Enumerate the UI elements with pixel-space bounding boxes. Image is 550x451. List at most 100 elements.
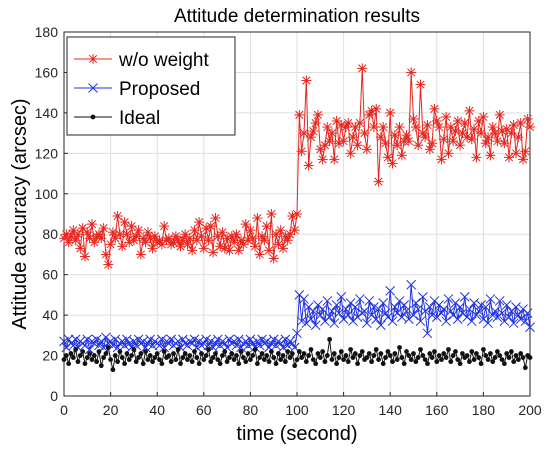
data-point xyxy=(233,245,244,256)
data-point xyxy=(408,310,419,320)
data-point xyxy=(485,294,496,304)
marker-stroke xyxy=(504,153,514,162)
data-point xyxy=(72,229,83,240)
data-point xyxy=(327,306,337,316)
data-point xyxy=(282,359,288,365)
data-point xyxy=(68,351,74,356)
data-point xyxy=(87,351,93,356)
data-point xyxy=(312,109,323,120)
data-point xyxy=(215,357,221,362)
data-point xyxy=(157,357,162,362)
marker-stroke xyxy=(511,149,521,158)
marker-stroke xyxy=(255,250,264,259)
data-point xyxy=(390,302,400,312)
marker-stroke xyxy=(225,246,234,255)
data-point xyxy=(387,158,398,169)
data-point xyxy=(189,225,200,236)
x-tick-label: 180 xyxy=(472,402,496,418)
marker-stroke xyxy=(386,108,395,117)
marker-stroke xyxy=(369,122,378,132)
data-point xyxy=(299,355,305,360)
data-point xyxy=(455,302,465,312)
data-point xyxy=(75,243,86,254)
marker-stroke xyxy=(195,217,204,227)
data-point xyxy=(499,357,505,362)
marker-stroke xyxy=(118,242,127,251)
marker-stroke xyxy=(469,298,479,308)
data-point xyxy=(268,253,279,264)
data-point xyxy=(86,219,97,230)
data-point xyxy=(145,357,151,362)
data-point xyxy=(390,359,395,365)
data-point xyxy=(476,355,482,360)
data-point xyxy=(273,361,279,367)
marker-stroke xyxy=(143,228,152,237)
data-point xyxy=(234,353,239,358)
x-axis-label: time (second) xyxy=(236,423,357,445)
marker-stroke xyxy=(432,116,441,126)
marker-stroke xyxy=(69,226,78,235)
data-point xyxy=(108,357,113,362)
marker-stroke xyxy=(396,312,407,322)
data-point xyxy=(261,357,267,362)
marker-stroke xyxy=(76,244,85,253)
marker-stroke xyxy=(348,133,358,142)
marker-stroke xyxy=(465,106,474,115)
marker-stroke xyxy=(407,68,416,77)
marker-stroke xyxy=(428,139,437,148)
marker-stroke xyxy=(177,334,188,345)
marker-stroke xyxy=(302,76,311,85)
data-point xyxy=(112,353,118,358)
data-point xyxy=(411,351,416,356)
data-point xyxy=(368,122,379,133)
marker-stroke xyxy=(390,302,400,312)
marker-stroke xyxy=(310,320,321,331)
data-point xyxy=(359,349,365,354)
data-point xyxy=(389,130,400,141)
data-point xyxy=(217,227,228,238)
data-point xyxy=(466,134,477,145)
marker-stroke xyxy=(525,122,535,132)
marker-stroke xyxy=(390,131,399,140)
marker-stroke xyxy=(185,234,194,243)
marker-stroke xyxy=(257,334,267,345)
data-point xyxy=(308,347,314,352)
marker-stroke xyxy=(513,310,524,320)
marker-stroke xyxy=(430,104,439,113)
data-point xyxy=(275,351,281,356)
y-tick-label: 180 xyxy=(35,24,59,40)
data-point xyxy=(101,355,107,360)
data-point xyxy=(257,355,263,360)
data-point xyxy=(313,361,319,367)
data-point xyxy=(396,150,407,161)
marker-stroke xyxy=(318,155,327,164)
data-point xyxy=(96,233,107,244)
data-point xyxy=(208,247,219,258)
marker-stroke xyxy=(339,137,348,146)
data-point xyxy=(525,322,535,333)
marker-stroke xyxy=(521,147,530,156)
data-point xyxy=(382,152,393,163)
marker-stroke xyxy=(508,318,519,329)
marker-stroke xyxy=(359,306,370,316)
data-point xyxy=(443,294,454,304)
data-point xyxy=(66,361,72,367)
data-point xyxy=(413,359,419,365)
data-point xyxy=(117,349,123,354)
x-tick-label: 200 xyxy=(518,402,542,418)
data-point xyxy=(299,294,309,304)
data-point xyxy=(140,361,146,367)
data-point xyxy=(527,355,533,360)
data-point xyxy=(301,75,312,86)
data-point xyxy=(61,357,67,362)
data-point xyxy=(425,361,430,367)
marker-stroke xyxy=(295,110,304,120)
legend-label: Ideal xyxy=(119,108,160,129)
marker-stroke xyxy=(485,294,496,304)
legend-label: Proposed xyxy=(119,79,200,100)
data-point xyxy=(103,351,109,356)
marker-stroke xyxy=(113,211,122,221)
data-point xyxy=(369,359,374,365)
legend-label: w/o weight xyxy=(118,50,209,71)
marker-stroke xyxy=(486,151,495,160)
